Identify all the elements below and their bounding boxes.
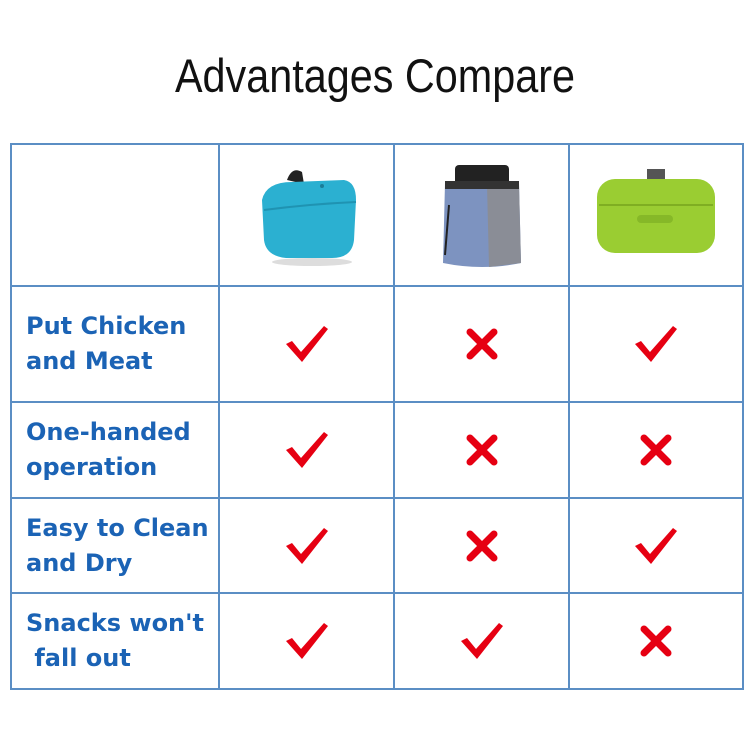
row-label: Put Chicken and Meat (10, 285, 220, 403)
table-row: Snacks won't fall out (10, 592, 744, 690)
row-label: One-handed operation (10, 401, 220, 499)
mark-cell (218, 497, 395, 594)
empty-header-cell (10, 143, 220, 287)
cross-icon (640, 434, 672, 466)
mark-cell (393, 285, 570, 403)
check-icon (285, 623, 328, 659)
comparison-table: Put Chicken and Meat One-handed operation … (10, 143, 744, 690)
row-label: Easy to Clean and Dry (10, 497, 220, 594)
mark-cell (218, 285, 395, 403)
mark-cell (393, 592, 570, 690)
cross-icon (466, 434, 497, 466)
header-row (10, 143, 744, 287)
check-icon (285, 432, 328, 468)
check-icon (285, 326, 328, 362)
mark-cell (568, 497, 744, 594)
product-cell-2 (393, 143, 570, 287)
green-silicone-pouch-image (597, 169, 715, 253)
mark-cell (568, 401, 744, 499)
fabric-treat-bag-image (442, 165, 521, 267)
page-title: Advantages Compare (174, 49, 576, 102)
mark-cell (393, 401, 570, 499)
mark-cell (218, 592, 395, 690)
mark-cell (568, 592, 744, 690)
check-icon (635, 326, 677, 362)
check-icon (285, 527, 328, 564)
product-cell-3 (568, 143, 744, 287)
cross-icon (466, 328, 497, 360)
table-row: Put Chicken and Meat (10, 285, 744, 403)
table-row: Easy to Clean and Dry (10, 497, 744, 594)
mark-cell (393, 497, 570, 594)
mark-cell (568, 285, 744, 403)
check-icon (635, 527, 677, 564)
cross-icon (640, 625, 672, 657)
table-row: One-handed operation (10, 401, 744, 499)
product-cell-1 (218, 143, 395, 287)
cross-icon (466, 530, 497, 561)
mark-cell (218, 401, 395, 499)
check-icon (460, 623, 503, 659)
row-label: Snacks won't fall out (10, 592, 220, 690)
blue-silicone-pouch-image (261, 170, 356, 266)
